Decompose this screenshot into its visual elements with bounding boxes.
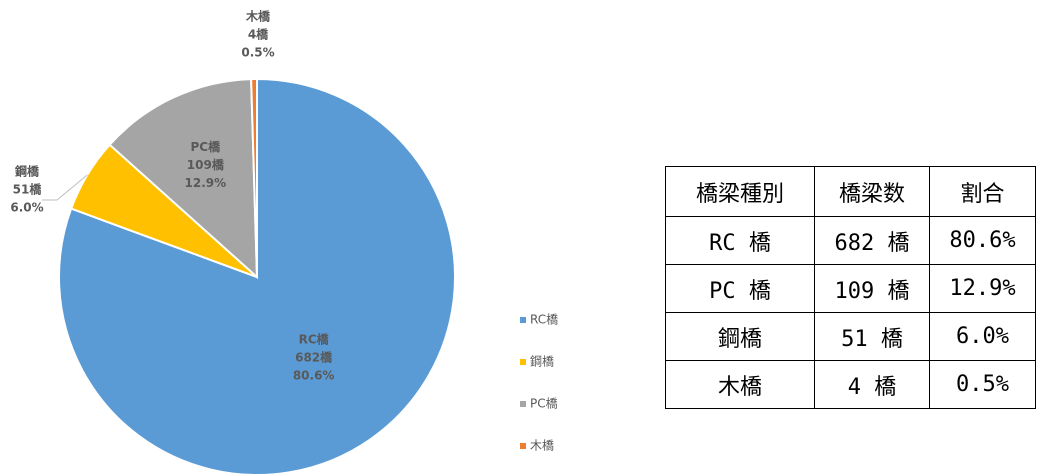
legend: 木橋: [530, 439, 554, 453]
table-row: PC 橋 109 橋 12.9%: [665, 264, 1036, 313]
table-cell: RC 橋: [665, 216, 815, 265]
legend: PC橋: [530, 397, 558, 411]
legend-swatch: [520, 401, 526, 407]
label-category: PC橋: [191, 139, 222, 154]
label-count: 109橋: [187, 157, 225, 172]
header-cell: 橋梁数: [814, 166, 930, 217]
data-label: PC橋 109橋 12.9%: [185, 139, 227, 190]
table-cell: 木橋: [665, 360, 815, 409]
leader-line: [42, 174, 88, 201]
label-count: 51橋: [13, 182, 43, 197]
data-label: RC橋 682橋 80.6%: [293, 332, 335, 383]
label-category: 鋼橋: [14, 164, 40, 179]
legend-swatch: [520, 317, 526, 323]
table-cell: 鋼橋: [665, 312, 815, 361]
table-row: 鋼橋 51 橋 6.0%: [665, 312, 1036, 361]
label-category: 木橋: [245, 9, 271, 24]
label-percent: 80.6%: [293, 369, 335, 383]
legend: 鋼橋: [530, 355, 554, 369]
label-percent: 12.9%: [185, 176, 227, 190]
label-percent: 6.0%: [10, 201, 43, 215]
data-label: 鋼橋 51橋 6.0%: [10, 164, 43, 215]
legend-swatch: [520, 443, 526, 449]
header-cell: 橋梁種別: [665, 166, 815, 217]
data-label: 木橋 4橋 0.5%: [241, 9, 274, 60]
table-row: 木橋 4 橋 0.5%: [665, 360, 1036, 409]
label-percent: 0.5%: [241, 46, 274, 60]
table-cell: 109 橋: [814, 264, 930, 313]
table-cell: 4 橋: [814, 360, 930, 409]
table-cell: PC 橋: [665, 264, 815, 313]
pie-slice: [250, 77, 258, 278]
legend: RC橋: [530, 313, 558, 327]
table-cell: 6.0%: [929, 312, 1036, 361]
pie-slice: [108, 78, 259, 280]
table-header: 橋梁種別 橋梁数 割合: [665, 166, 1036, 217]
chart: RC橋 682橋 80.6% 鋼橋 51橋 6.0% PC橋 109橋 12.9% 木橋 4橋 0.5…: [10, 9, 558, 476]
label-category: RC橋: [299, 332, 330, 347]
label-count: 682橋: [295, 350, 333, 365]
label-count: 4橋: [248, 27, 269, 42]
table-cell: 682 橋: [814, 216, 930, 265]
legend-swatch: [520, 359, 526, 365]
pie-slice: [58, 77, 456, 476]
table-cell: 12.9%: [929, 264, 1036, 313]
table-cell: 80.6%: [929, 216, 1036, 265]
table-cell: 51 橋: [814, 312, 930, 361]
table-row: RC 橋 682 橋 80.6%: [665, 216, 1036, 265]
summary-table: 橋梁種別 橋梁数 割合 RC 橋 682 橋 80.6% PC 橋 109 橋 12.9% 鋼橋…: [665, 166, 1036, 409]
header-cell: 割合: [929, 166, 1036, 217]
table-cell: 0.5%: [929, 360, 1036, 409]
